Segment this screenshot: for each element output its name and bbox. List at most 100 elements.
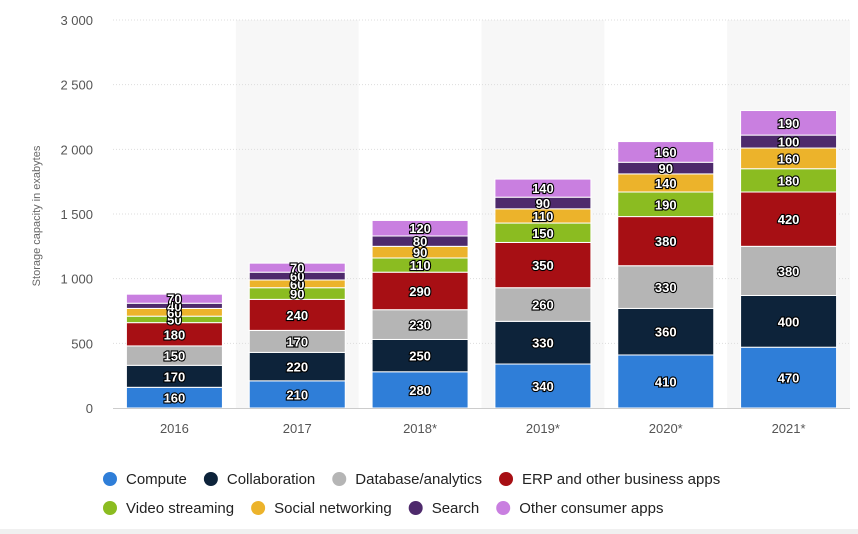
bar-segment[interactable]: [494, 241, 592, 289]
legend-label: Database/analytics: [355, 471, 482, 488]
bar-segment[interactable]: [494, 287, 592, 322]
bar-segment[interactable]: [617, 191, 715, 218]
bar-segment[interactable]: [248, 298, 346, 331]
y-tick-label: 2 000: [60, 142, 93, 157]
legend-item[interactable]: Database/analytics: [332, 471, 482, 488]
legend-item[interactable]: Collaboration: [203, 471, 315, 488]
x-tick-label: 2018*: [403, 421, 437, 436]
legend-item[interactable]: Video streaming: [103, 500, 234, 517]
data-label: 90: [536, 196, 550, 211]
data-label: 70: [167, 292, 181, 307]
data-label: 210: [286, 387, 308, 402]
data-label: 140: [532, 181, 554, 196]
y-axis-label: Storage capacity in exabytes: [31, 145, 43, 286]
data-label: 90: [659, 161, 673, 176]
legend-marker: [203, 472, 218, 486]
legend-item[interactable]: Social networking: [251, 500, 392, 517]
data-label: 380: [655, 234, 677, 249]
data-label: 170: [164, 369, 186, 384]
legend-marker: [499, 472, 514, 486]
data-label: 80: [413, 234, 427, 249]
bar-segment[interactable]: [740, 245, 838, 296]
data-label: 400: [778, 314, 800, 329]
x-tick-label: 2017: [283, 421, 312, 436]
bars: [125, 110, 838, 409]
data-label: 90: [290, 287, 304, 302]
legend-item[interactable]: Compute: [103, 471, 187, 488]
y-tick-label: 1 500: [60, 207, 93, 222]
x-tick-label: 2020*: [649, 421, 683, 436]
bar-segment[interactable]: [371, 371, 469, 409]
bar-segment[interactable]: [494, 363, 592, 409]
data-label: 190: [655, 197, 677, 212]
data-label: 240: [286, 308, 308, 323]
data-label: 120: [409, 221, 431, 236]
data-label: 260: [532, 298, 554, 313]
bar-segment[interactable]: [740, 110, 838, 136]
data-label: 40: [167, 299, 181, 314]
data-label: 410: [655, 374, 677, 389]
data-label: 280: [409, 383, 431, 398]
bar-segment[interactable]: [617, 307, 715, 356]
bar-segment[interactable]: [371, 309, 469, 340]
bar-segment[interactable]: [617, 141, 715, 163]
data-label: 180: [164, 327, 186, 342]
legend-item[interactable]: Other consumer apps: [496, 500, 663, 517]
data-label: 470: [778, 371, 800, 386]
legend-label: Video streaming: [126, 500, 234, 517]
data-label: 140: [655, 176, 677, 191]
data-label: 60: [290, 269, 304, 284]
bar-segment[interactable]: [740, 191, 838, 247]
legend-marker: [103, 472, 117, 486]
x-tick-label: 2019*: [526, 421, 560, 436]
data-label: 100: [778, 135, 800, 150]
legend-item[interactable]: Search: [408, 500, 480, 517]
footer-band: [0, 529, 858, 534]
data-label: 180: [778, 173, 800, 188]
bar-segment[interactable]: [125, 293, 223, 304]
data-label: 70: [290, 261, 304, 276]
data-label: 50: [167, 312, 181, 327]
bar-segment[interactable]: [248, 380, 346, 409]
data-label: 160: [655, 145, 677, 160]
data-label: 90: [413, 245, 427, 260]
data-label: 110: [410, 258, 431, 273]
legend-marker: [251, 501, 266, 515]
legend-label: Other consumer apps: [519, 500, 663, 517]
data-label: 150: [164, 349, 186, 364]
data-label: 330: [532, 336, 554, 351]
bar-segment[interactable]: [494, 320, 592, 365]
data-label: 290: [409, 284, 431, 299]
bar-segment[interactable]: [248, 262, 346, 273]
y-tick-label: 500: [71, 336, 93, 351]
bar-segment[interactable]: [494, 178, 592, 198]
data-label: 340: [532, 379, 554, 394]
legend[interactable]: Compute Collaboration Database/analytics ER…: [103, 471, 720, 517]
y-tick-label: 2 500: [60, 78, 93, 93]
bar-segment[interactable]: [617, 216, 715, 267]
bar-segment[interactable]: [617, 265, 715, 309]
data-label: 60: [290, 277, 304, 292]
data-label: 250: [409, 349, 431, 364]
legend-item[interactable]: ERP and other business apps: [499, 471, 720, 488]
x-tick-label: 2021*: [772, 421, 806, 436]
data-label: 60: [167, 305, 181, 320]
legend-marker: [103, 501, 117, 515]
data-label: 160: [164, 391, 186, 406]
data-label: 150: [532, 226, 554, 241]
legend-label: Collaboration: [227, 471, 315, 488]
bar-segment[interactable]: [371, 271, 469, 311]
legend-marker: [408, 501, 423, 515]
legend-label: Compute: [126, 471, 187, 488]
data-label: 170: [286, 334, 308, 349]
bar-segment[interactable]: [248, 351, 346, 382]
bar-segment[interactable]: [371, 338, 469, 373]
bar-segment[interactable]: [371, 219, 469, 237]
legend-label: Social networking: [274, 500, 392, 517]
data-label: 330: [655, 280, 677, 295]
x-tick-label: 2016: [160, 421, 189, 436]
legend-marker: [332, 472, 347, 486]
legend-marker: [496, 501, 511, 515]
